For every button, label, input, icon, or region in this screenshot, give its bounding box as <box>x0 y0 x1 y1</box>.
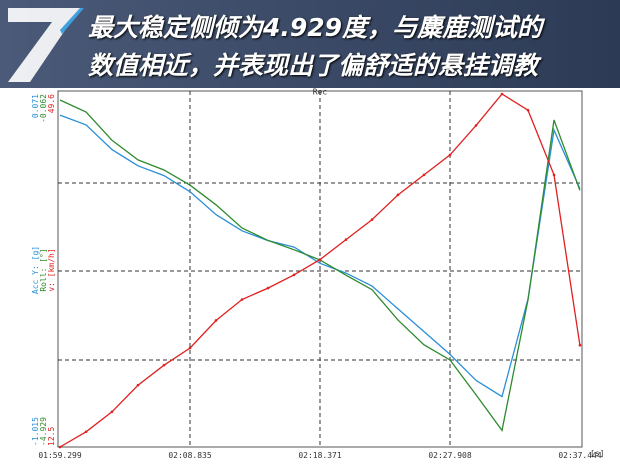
point <box>526 108 530 112</box>
banner: 最大稳定侧倾为4.929度，与麋鹿测试的 数值相近，并表现出了偏舒适的悬挂调教 <box>0 0 620 88</box>
x-axis-label: [s] <box>590 449 604 458</box>
point <box>396 193 400 197</box>
y-axis-top-label: -0.062 <box>39 94 48 123</box>
point <box>188 346 192 350</box>
y-axis-top-label: 49.6 <box>47 94 56 113</box>
point <box>58 445 62 449</box>
chart: Rec [s] 01:59.299 02:08.835 02:18.371 02:27… <box>31 88 604 460</box>
point <box>240 298 244 301</box>
banner-icon <box>8 8 84 82</box>
headline: 数值相近，并表现出了偏舒适的悬挂调教 <box>88 51 539 80</box>
point <box>500 92 504 96</box>
x-tick-label: 02:18.371 <box>298 451 342 460</box>
legend-label: v: [km/h] <box>47 248 56 291</box>
point <box>474 124 478 127</box>
point <box>266 286 270 290</box>
point <box>578 343 582 347</box>
y-axis-bottom-label: 12.5 <box>47 427 56 446</box>
point <box>344 238 348 241</box>
point <box>292 273 296 277</box>
point <box>110 410 114 414</box>
series-line <box>59 114 581 398</box>
point <box>370 218 374 221</box>
legend-label: Acc Y: [g] <box>31 246 40 294</box>
y-axis-bottom-label: -1.015 <box>31 417 40 446</box>
x-tick-label: 02:08.835 <box>168 451 212 460</box>
x-tick-label: 02:27.908 <box>428 451 472 460</box>
x-tick-label: 02:37.444 <box>558 451 602 460</box>
y-axis-bottom-label: -4.929 <box>39 417 48 446</box>
headline: 最大稳定侧倾为4.929度，与麋鹿测试的 <box>88 13 543 42</box>
point <box>318 258 322 261</box>
point <box>162 363 166 367</box>
y-axis-top-label: 0.071 <box>31 94 40 118</box>
point <box>448 153 452 157</box>
point <box>214 319 218 322</box>
x-tick-label: 01:59.299 <box>38 451 82 460</box>
point <box>422 173 426 177</box>
legend-label: Roll: [°] <box>39 248 48 291</box>
point <box>136 383 140 387</box>
point <box>84 430 88 434</box>
point <box>552 173 556 177</box>
